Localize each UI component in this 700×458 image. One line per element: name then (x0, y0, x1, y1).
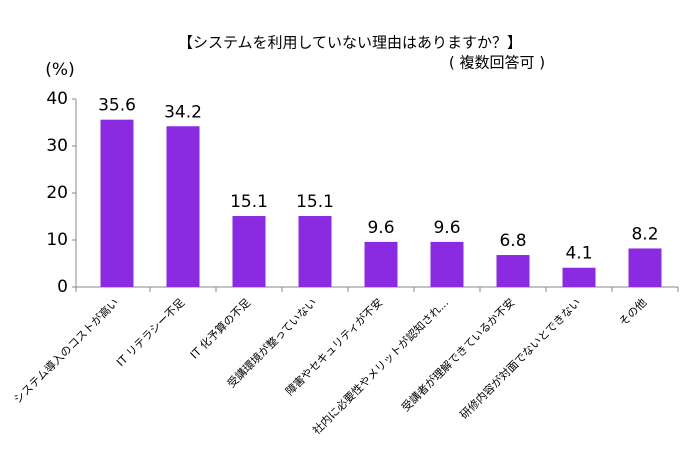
y-tick-label: 0 (57, 277, 68, 297)
data-label: 15.1 (230, 192, 268, 212)
data-label: 8.2 (631, 224, 658, 244)
bar (100, 119, 134, 288)
bar (166, 126, 200, 287)
y-axis-label: (%) (45, 60, 74, 80)
data-label: 35.6 (98, 96, 136, 116)
data-label: 6.8 (499, 231, 526, 251)
x-tick-label: 研修内容が対面でないとできない (457, 295, 583, 421)
data-label: 9.6 (367, 218, 394, 238)
bar (628, 248, 662, 287)
x-tick-label: 社内に必要性やメリットが認知され... (309, 295, 451, 437)
chart-title: 【システムを利用していない理由はありますか？】 (178, 34, 522, 52)
x-tick-label: IT リテラシー不足 (114, 296, 187, 369)
bar (298, 216, 332, 287)
y-tick-label: 10 (46, 230, 68, 250)
y-tick-label: 40 (46, 89, 68, 109)
data-label: 15.1 (296, 192, 334, 212)
bar (430, 241, 464, 287)
data-label: 4.1 (565, 244, 592, 264)
data-label: 34.2 (164, 102, 202, 122)
bar (496, 255, 530, 287)
chart-subtitle: ( 複数回答可 ) (449, 54, 545, 72)
x-tick-label: 受講者が理解できているか不安 (398, 295, 517, 414)
x-tick-label: IT 化予算の不足 (187, 295, 253, 361)
bar (232, 216, 266, 287)
bar (364, 241, 398, 287)
x-tick-label: その他 (617, 296, 650, 329)
data-label: 9.6 (433, 218, 460, 238)
x-tick-label: システム導入のコストが高い (10, 295, 121, 406)
bar (562, 267, 596, 287)
y-tick-label: 20 (46, 183, 68, 203)
y-tick-label: 30 (46, 136, 68, 156)
